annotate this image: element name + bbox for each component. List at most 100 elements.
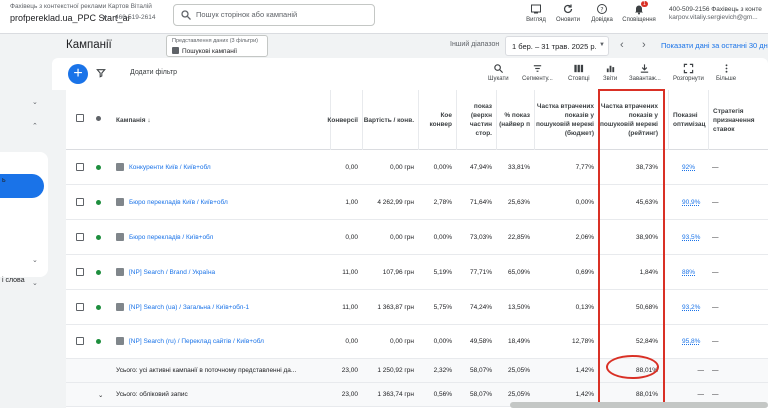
- campaign-link[interactable]: [NP] Search / Brand / Україна: [129, 268, 216, 276]
- search-placeholder: Пошук сторінок або кампаній: [196, 10, 298, 19]
- bell-icon: [635, 5, 643, 15]
- campaign-link[interactable]: [NP] Search (ru) / Переклад сайтів / Киї…: [129, 337, 264, 345]
- optimization-score[interactable]: 90,9%: [678, 185, 708, 219]
- table-row: [NP] Search (ru) / Переклад сайтів / Киї…: [66, 324, 768, 359]
- campaign-name-cell[interactable]: Бюро перекладів / Київ+обл: [112, 220, 330, 254]
- column-header-cost-conv[interactable]: Вартість / конв.: [362, 90, 418, 150]
- optimization-link[interactable]: 93,2%: [682, 303, 701, 311]
- campaign-name-cell[interactable]: [NP] Search / Brand / Україна: [112, 255, 330, 289]
- column-header-bid-strategy[interactable]: Стратегія призначення ставок: [708, 90, 768, 150]
- more-tool[interactable]: Більше: [716, 63, 736, 82]
- campaign-name-cell[interactable]: Бюро перекладів Київ / Київ+обл: [112, 185, 330, 219]
- column-header-lost-budget[interactable]: Частка втрачених показів у пошуковій мер…: [534, 90, 598, 150]
- download-tool[interactable]: Завантаж...: [629, 63, 661, 82]
- segment-tool-label: Сегменту...: [522, 76, 553, 82]
- refresh-button[interactable]: Оновити: [550, 3, 586, 23]
- status-active-icon: [96, 165, 101, 170]
- account-subtitle: Фахівець з контекстної реклами Картов Ві…: [10, 3, 152, 10]
- last-30-days-link[interactable]: Показати дані за останні 30 днів: [661, 41, 768, 50]
- expand-tool[interactable]: Розгорнути: [673, 63, 704, 82]
- help-icon: ?: [597, 4, 607, 14]
- metric-cell: 7,77%: [575, 163, 594, 171]
- column-header-optimization[interactable]: Показні оптимізац: [668, 90, 708, 150]
- help-button[interactable]: ? Довідка: [584, 3, 620, 23]
- campaign-name-cell[interactable]: [NP] Search (ua) / Загальна / Київ+обл-1: [112, 290, 330, 324]
- optimization-score[interactable]: 93,2%: [678, 290, 708, 324]
- reports-tool-label: Звіти: [603, 76, 618, 82]
- chevron-down-icon[interactable]: ⌄: [32, 280, 38, 287]
- view-button[interactable]: Вигляд: [518, 3, 554, 23]
- optimization-score[interactable]: 88%: [678, 255, 708, 289]
- total-metric-cell: 1 250,92 грн: [377, 367, 414, 374]
- row-checkbox[interactable]: [76, 337, 84, 345]
- select-all-checkbox[interactable]: [76, 114, 84, 122]
- row-checkbox[interactable]: [76, 303, 84, 311]
- column-header-campaign[interactable]: Кампанія ↓: [116, 116, 151, 124]
- add-filter-button[interactable]: Додати фільтр: [130, 69, 178, 76]
- chevron-up-icon[interactable]: ⌃: [32, 123, 38, 130]
- optimization-score[interactable]: 93,5%: [678, 220, 708, 254]
- column-header-lost-rank[interactable]: Частка втрачених показів у пошуковій мер…: [598, 90, 662, 150]
- metric-cell: 0,69%: [575, 268, 594, 276]
- metric-cell: 0,00 грн: [389, 163, 414, 171]
- segment-tool[interactable]: Сегменту...: [522, 63, 553, 82]
- reports-tool[interactable]: Звіти: [603, 63, 617, 82]
- campaign-link[interactable]: Бюро перекладів Київ / Київ+обл: [129, 198, 228, 206]
- view-icon: [531, 4, 541, 14]
- search-tool[interactable]: Шукати: [488, 63, 509, 82]
- column-header-abs-top[interactable]: % показ (найвер п: [496, 90, 534, 150]
- table-header: Кампанія ↓ Конверсії Вартість / конв. Ко…: [66, 90, 768, 150]
- optimization-link[interactable]: 95,8%: [682, 337, 701, 345]
- row-checkbox[interactable]: [76, 268, 84, 276]
- optimization-score[interactable]: 95,8%: [678, 324, 708, 358]
- metric-cell: 73,03%: [469, 233, 492, 241]
- campaign-link[interactable]: Бюро перекладів / Київ+обл: [129, 233, 214, 241]
- metric-cell: 50,68%: [635, 303, 658, 311]
- campaign-link[interactable]: [NP] Search (ua) / Загальна / Київ+обл-1: [129, 303, 250, 311]
- metric-cell: 1 363,87 грн: [377, 303, 414, 311]
- status-active-icon: [96, 270, 101, 275]
- account-name[interactable]: profpereklad.ua_PPC Start_ar: [10, 13, 131, 23]
- metric-cell: 45,63%: [635, 198, 658, 206]
- column-header-conv-rate[interactable]: Кое конвер: [418, 90, 456, 150]
- view-selector[interactable]: Представлення даних (3 фільтри) Пошукові…: [166, 35, 268, 57]
- other-range-label[interactable]: Інший діапазон: [450, 41, 500, 48]
- sidebar-item-campaigns[interactable]: [0, 174, 44, 198]
- prev-period-icon[interactable]: ‹: [620, 39, 624, 51]
- column-header-conversions[interactable]: Конверсії: [327, 90, 362, 150]
- view-icon: [172, 47, 179, 54]
- optimization-link[interactable]: 90,9%: [682, 198, 701, 206]
- add-campaign-button[interactable]: +: [68, 64, 88, 84]
- sidebar-item-keywords[interactable]: і слова: [2, 277, 25, 284]
- row-checkbox[interactable]: [76, 233, 84, 241]
- next-period-icon[interactable]: ›: [642, 39, 646, 51]
- column-header-top-is[interactable]: показ (верхн частин стор.: [456, 90, 496, 150]
- account-dropdown-icon[interactable]: ▾: [103, 13, 108, 22]
- campaign-name-cell[interactable]: [NP] Search (ru) / Переклад сайтів / Киї…: [112, 324, 330, 358]
- search-box[interactable]: Пошук сторінок або кампаній: [173, 4, 375, 26]
- user-phone[interactable]: 400-509-2156 Фахівець з конте: [669, 6, 762, 13]
- row-checkbox[interactable]: [76, 163, 84, 171]
- notifications-button[interactable]: 1 Сповіщення: [621, 1, 657, 23]
- optimization-link[interactable]: 92%: [682, 163, 696, 171]
- metric-cell: 22,85%: [507, 233, 530, 241]
- filter-icon[interactable]: [96, 68, 106, 78]
- chevron-down-icon[interactable]: ⌄: [32, 99, 38, 106]
- search-icon: [494, 64, 503, 74]
- page-header: Кампанії Представлення даних (3 фільтри)…: [52, 34, 768, 58]
- metric-cell: 74,24%: [469, 303, 492, 311]
- total-metric-cell: 25,05%: [507, 391, 530, 398]
- date-range-picker[interactable]: 1 бер. – 31 трав. 2025 р. ▼: [505, 36, 609, 56]
- chevron-down-icon[interactable]: ⌄: [32, 257, 38, 264]
- metric-cell: 0,00: [345, 233, 358, 241]
- optimization-link[interactable]: 93,5%: [682, 233, 701, 241]
- row-checkbox[interactable]: [76, 198, 84, 206]
- sidebar-item-label[interactable]: ь: [2, 177, 6, 184]
- campaign-name-cell[interactable]: Конкуренти Київ / Київ+обл: [112, 150, 330, 184]
- horizontal-scrollbar[interactable]: [510, 402, 768, 408]
- chevron-down-icon[interactable]: ⌄: [98, 391, 104, 399]
- optimization-score[interactable]: 92%: [678, 150, 708, 184]
- optimization-link[interactable]: 88%: [682, 268, 696, 276]
- campaign-link[interactable]: Конкуренти Київ / Київ+обл: [129, 163, 211, 171]
- columns-tool[interactable]: Стовпці: [568, 63, 590, 82]
